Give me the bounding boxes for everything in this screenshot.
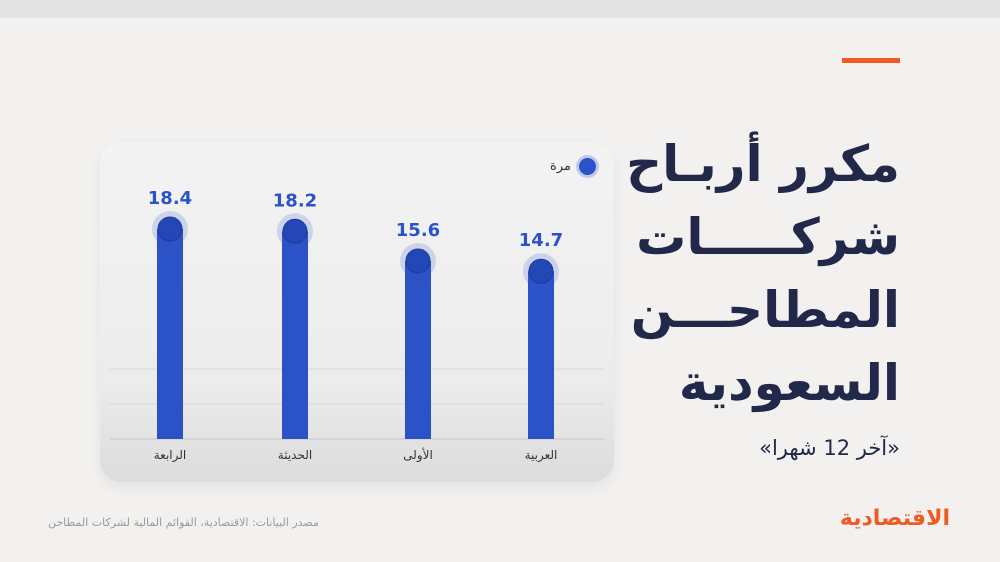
x-tick-label: الأولى	[403, 447, 433, 463]
chart-subtitle: «آخر 12 شهرا»	[759, 436, 900, 460]
x-tick-label: الرابعة	[154, 448, 187, 463]
bar-marker	[405, 248, 431, 274]
bar	[528, 271, 554, 439]
data-label: 15.6	[396, 220, 440, 241]
bar-marker	[157, 216, 183, 242]
chart-title: مكرر أربـاح شركـــــات المطاحـــن السعود…	[620, 128, 900, 420]
bar-marker	[282, 218, 308, 244]
title-line-2: شركـــــات	[636, 208, 900, 266]
title-line-3: المطاحـــن	[630, 281, 900, 339]
chart-card: 18.4 الرابعة 18.2 الحديثة 15.6 الأولى 14.7 العر…	[100, 142, 614, 482]
data-label: 18.2	[273, 190, 317, 211]
bar	[282, 231, 308, 439]
accent-line	[842, 58, 900, 63]
legend: مرة	[550, 158, 596, 175]
bar-chart: 18.4 الرابعة 18.2 الحديثة 15.6 الأولى 14.7 العر…	[110, 188, 604, 463]
bar	[157, 229, 183, 439]
bar	[405, 260, 431, 439]
title-line-1: مكرر أربـاح	[626, 135, 900, 193]
x-tick-label: العربية	[525, 448, 558, 463]
legend-marker	[579, 158, 596, 175]
data-label: 14.7	[519, 230, 563, 251]
top-strip	[0, 0, 1000, 18]
brand-logo: الاقتصادية	[839, 506, 950, 531]
source-note: مصدر البيانات: الاقتصادية، القوائم المال…	[48, 516, 319, 529]
legend-label: مرة	[550, 159, 571, 174]
bar-marker	[528, 258, 554, 284]
data-label: 18.4	[148, 188, 192, 209]
x-tick-label: الحديثة	[278, 448, 312, 462]
title-line-4: السعودية	[678, 354, 900, 412]
